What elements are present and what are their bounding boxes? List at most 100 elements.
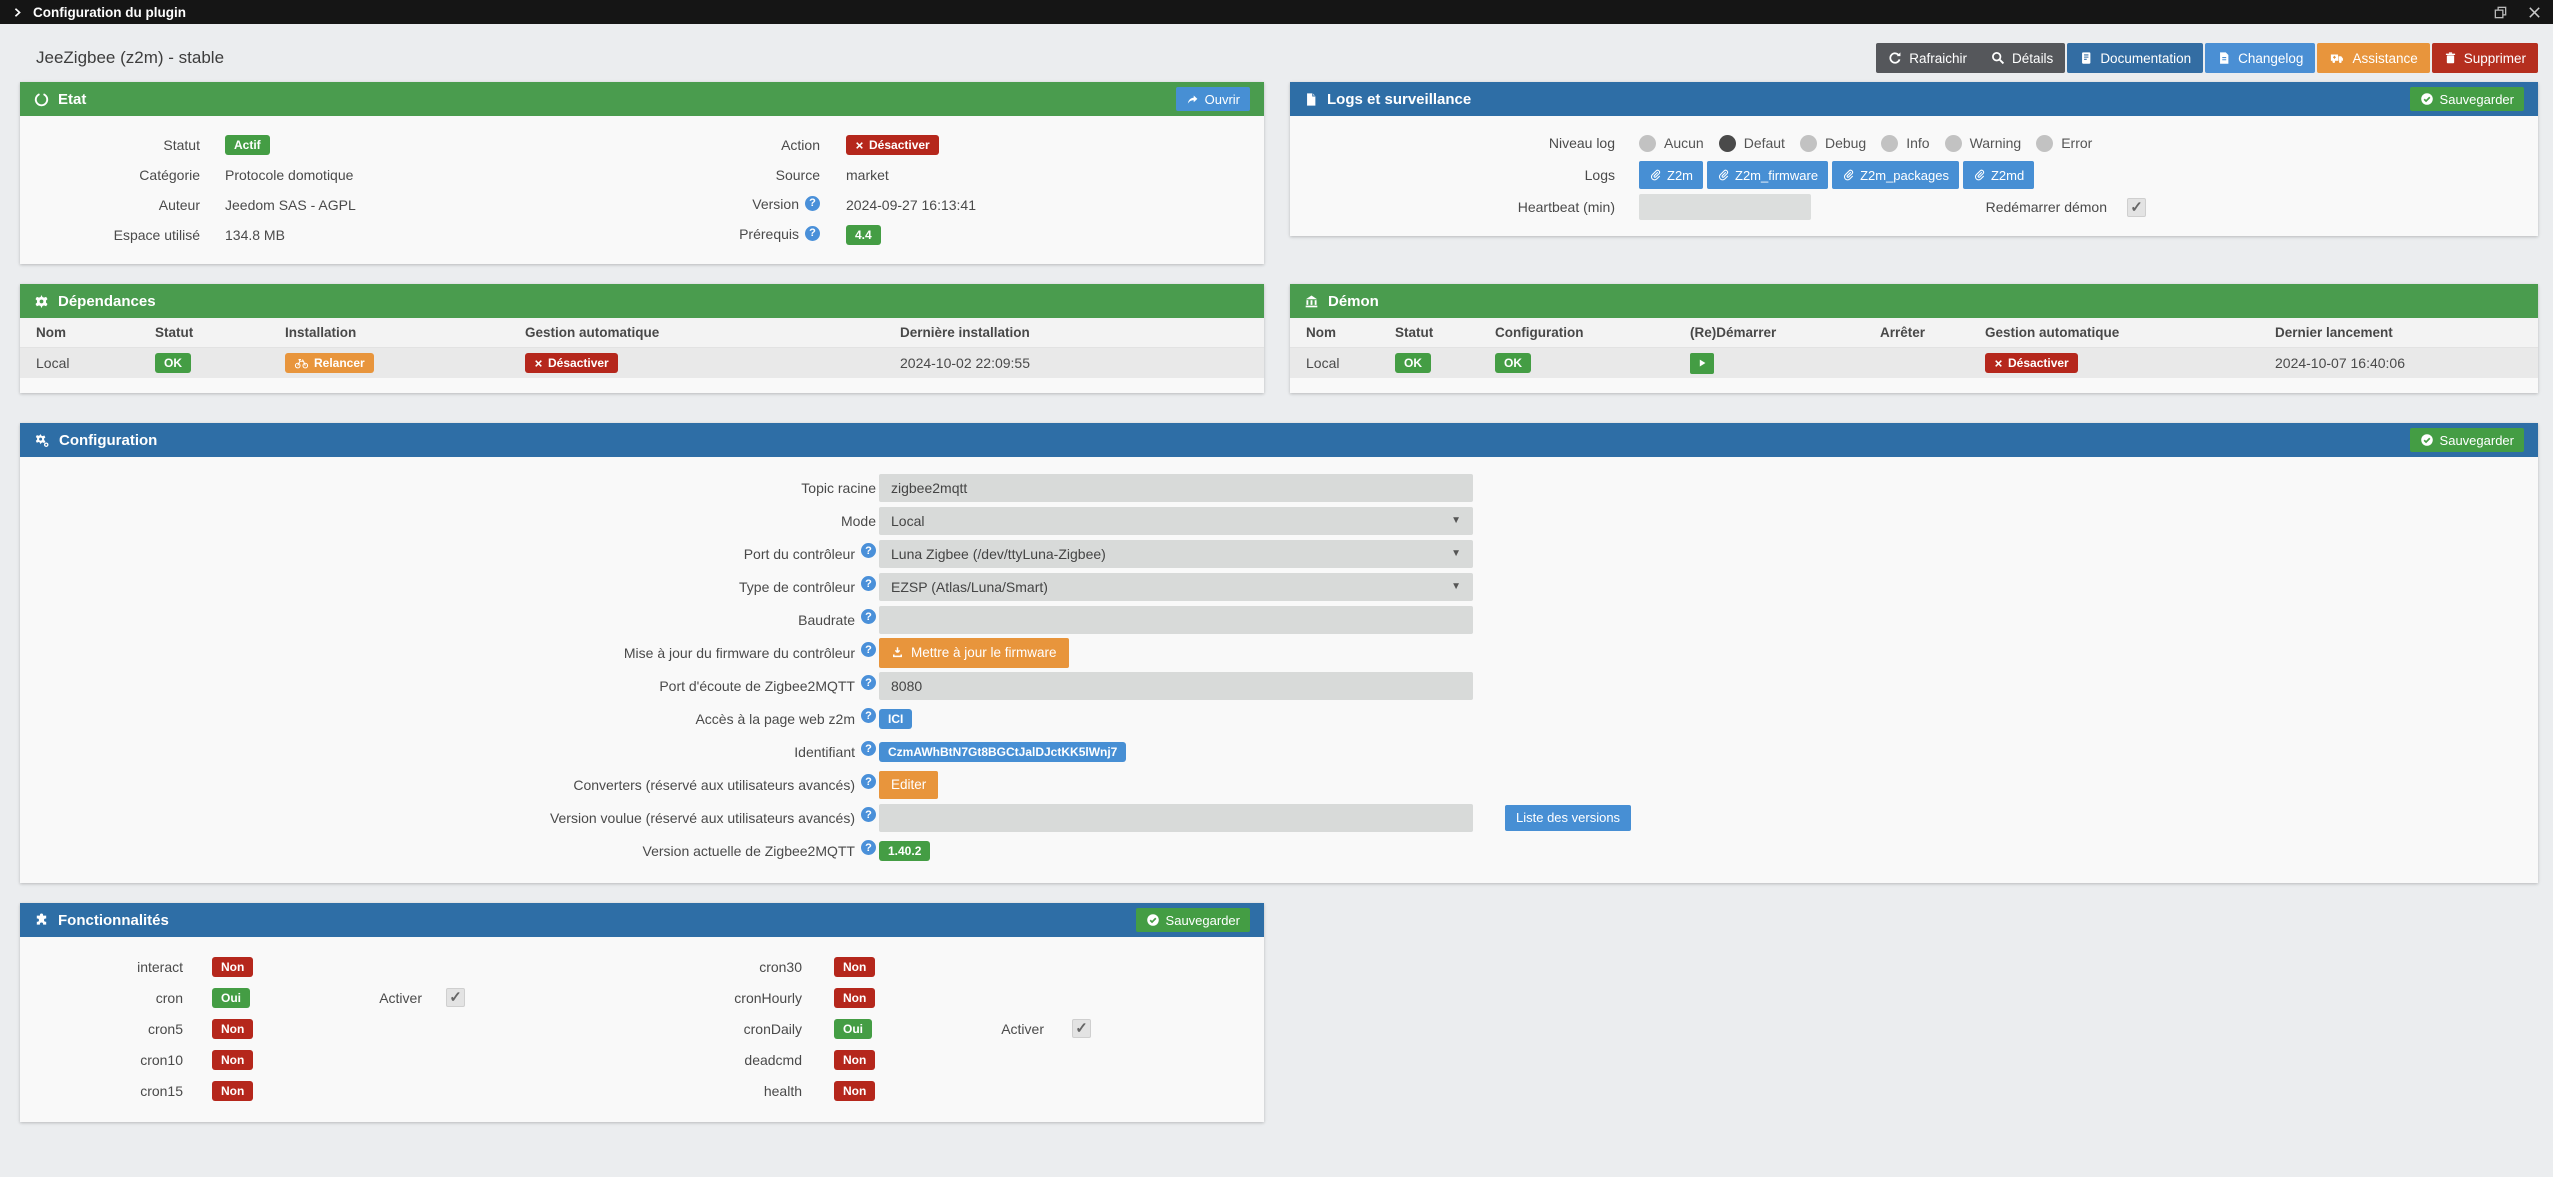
help-icon[interactable]: ?	[861, 708, 876, 723]
feature-row: cron15 Non	[33, 1075, 633, 1106]
type-controleur-label: Type de contrôleur	[739, 578, 855, 595]
radio-defaut[interactable]	[1718, 134, 1736, 152]
bank-icon	[1304, 294, 1319, 309]
help-icon[interactable]: ?	[861, 543, 876, 558]
activer-label: Activer	[379, 989, 422, 1006]
cron-activer-checkbox[interactable]	[446, 988, 465, 1007]
panel-demon: Démon Nom Statut Configuration (Re)Démar…	[1290, 284, 2538, 393]
refresh-button[interactable]: Rafraichir	[1876, 43, 1979, 73]
cross-icon	[855, 141, 864, 150]
cross-icon	[1994, 359, 2003, 368]
caret-down-icon: ▼	[1451, 548, 1461, 559]
version-label: Version	[752, 196, 799, 213]
espace-value: 134.8 MB	[225, 227, 285, 243]
paperclip-icon	[1717, 169, 1729, 181]
documentation-button[interactable]: Documentation	[2067, 43, 2204, 73]
help-icon[interactable]: ?	[861, 741, 876, 756]
restart-demon-button[interactable]	[1690, 352, 1714, 374]
help-icon[interactable]: ?	[861, 576, 876, 591]
heartbeat-input[interactable]	[1639, 194, 1811, 220]
version-actuelle-label: Version actuelle de Zigbee2MQTT	[642, 842, 855, 859]
ambulance-icon	[2329, 51, 2345, 65]
auteur-label: Auteur	[158, 197, 200, 213]
help-icon[interactable]: ?	[861, 675, 876, 690]
window-titlebar: Configuration du plugin	[0, 0, 2553, 24]
type-controleur-select[interactable]: EZSP (Atlas/Luna/Smart) ▼	[879, 572, 1473, 601]
assistance-button[interactable]: Assistance	[2317, 43, 2430, 73]
version-voulue-label: Version voulue (réservé aux utilisateurs…	[549, 809, 855, 826]
version-voulue-input[interactable]	[879, 803, 1473, 832]
help-icon[interactable]: ?	[861, 840, 876, 855]
restart-demon-checkbox[interactable]	[2127, 197, 2146, 217]
delete-button[interactable]: Supprimer	[2431, 43, 2538, 73]
demon-nom: Local	[1306, 355, 1340, 371]
port-controleur-select[interactable]: Luna Zigbee (/dev/ttyLuna-Zigbee) ▼	[879, 539, 1473, 568]
feature-status-badge: Non	[212, 1018, 254, 1039]
log-file-z2m-packages-button[interactable]: Z2m_packages	[1832, 161, 1959, 189]
dependance-nom: Local	[36, 355, 70, 371]
share-arrow-icon	[1186, 93, 1199, 106]
panel-logs: Logs et surveillance Sauvegarder Niveau …	[1290, 82, 2538, 236]
demon-dernier-lancement: 2024-10-07 16:40:06	[2275, 355, 2405, 371]
feature-name: deadcmd	[744, 1051, 802, 1068]
radio-aucun[interactable]	[1639, 134, 1656, 152]
save-logs-button[interactable]: Sauvegarder	[2409, 87, 2524, 111]
feature-name: cron	[155, 989, 183, 1006]
crondaily-activer-checkbox[interactable]	[1072, 1019, 1091, 1038]
liste-versions-button[interactable]: Liste des versions	[1505, 804, 1632, 831]
file-icon	[1304, 92, 1318, 107]
categorie-value: Protocole domotique	[225, 167, 354, 183]
book-icon	[2079, 51, 2093, 65]
details-button[interactable]: Détails	[1979, 43, 2065, 73]
feature-status-badge: Non	[834, 987, 876, 1008]
radio-debug[interactable]	[1799, 134, 1817, 152]
gear-icon	[34, 294, 49, 309]
feature-row: cron5 Non	[33, 1013, 633, 1044]
help-icon[interactable]: ?	[805, 225, 820, 241]
mode-label: Mode	[840, 512, 876, 529]
restore-window-icon[interactable]	[2491, 3, 2509, 21]
close-window-icon[interactable]	[2525, 3, 2543, 21]
baudrate-input[interactable]	[879, 605, 1473, 634]
help-icon[interactable]: ?	[861, 807, 876, 822]
log-file-z2md-button[interactable]: Z2md	[1962, 161, 2035, 189]
save-fonctionnalites-button[interactable]: Sauvegarder	[1135, 908, 1250, 932]
open-z2m-web-button[interactable]: ICI	[879, 708, 913, 729]
mode-select[interactable]: Local ▼	[879, 506, 1473, 535]
panel-logs-title: Logs et surveillance	[1327, 90, 1472, 108]
help-icon[interactable]: ?	[861, 774, 876, 789]
relaunch-dependencies-button[interactable]: Relancer	[285, 353, 374, 373]
radio-error[interactable]	[2036, 134, 2054, 152]
save-configuration-button[interactable]: Sauvegarder	[2409, 428, 2524, 452]
feature-status-badge: Non	[212, 1049, 254, 1070]
help-icon[interactable]: ?	[805, 195, 820, 211]
topic-racine-input[interactable]	[879, 473, 1473, 502]
update-firmware-button[interactable]: Mettre à jour le firmware	[879, 637, 1069, 668]
port-ecoute-input[interactable]	[879, 671, 1473, 700]
paperclip-icon	[1842, 169, 1854, 181]
log-file-z2m-button[interactable]: Z2m	[1639, 161, 1703, 189]
dependances-table-row: Local OK Relancer Désactiv	[20, 348, 1264, 378]
changelog-button[interactable]: Changelog	[2205, 43, 2316, 73]
radio-info[interactable]	[1881, 134, 1899, 152]
feature-name: cron10	[140, 1051, 183, 1068]
panel-etat-title: Etat	[58, 90, 87, 108]
converters-label: Converters (réservé aux utilisateurs ava…	[573, 776, 855, 793]
log-file-z2m-firmware-button[interactable]: Z2m_firmware	[1707, 161, 1829, 189]
edit-converters-button[interactable]: Editer	[879, 770, 939, 799]
open-plugin-button[interactable]: Ouvrir	[1175, 87, 1250, 111]
demon-table-row: Local OK OK Désactive	[1290, 348, 2538, 378]
radio-warning[interactable]	[1944, 134, 1962, 152]
disable-dependencies-auto-button[interactable]: Désactiver	[525, 353, 618, 373]
source-value: market	[846, 167, 889, 183]
caret-down-icon: ▼	[1451, 581, 1461, 592]
help-icon[interactable]: ?	[861, 609, 876, 624]
disable-demon-auto-button[interactable]: Désactiver	[1985, 353, 2078, 373]
feature-status-badge: Non	[834, 1049, 876, 1070]
disable-plugin-button[interactable]: Désactiver	[846, 135, 939, 155]
activer-label: Activer	[1001, 1020, 1044, 1037]
demon-table-header: Nom Statut Configuration (Re)Démarrer Ar…	[1290, 318, 2538, 348]
page-title: JeeZigbee (z2m) - stable	[36, 48, 225, 67]
puzzle-icon	[34, 912, 49, 928]
help-icon[interactable]: ?	[861, 642, 876, 657]
